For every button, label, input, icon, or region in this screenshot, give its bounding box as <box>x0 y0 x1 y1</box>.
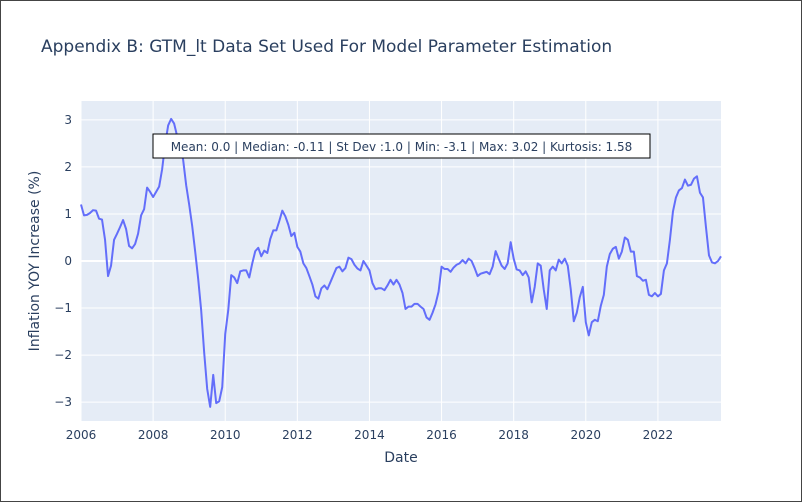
x-tick-label: 2006 <box>66 428 97 442</box>
x-tick-label: 2014 <box>354 428 385 442</box>
x-tick-label: 2010 <box>210 428 241 442</box>
x-axis-ticks: 2006 2008 2010 2012 2014 2016 2018 2020 2022 <box>66 428 673 442</box>
x-tick-label: 2022 <box>643 428 674 442</box>
y-axis-label: Inflation YOY Increase (%) <box>27 171 43 352</box>
series-layer <box>80 117 722 408</box>
x-tick-label: 2008 <box>138 428 169 442</box>
y-tick-label: 2 <box>64 160 72 174</box>
stats-annotation-box <box>152 133 651 159</box>
y-axis-ticks: −3 −2 −1 0 1 2 3 <box>54 113 72 409</box>
y-tick-label: 1 <box>64 207 72 221</box>
y-tick-label: 0 <box>64 254 72 268</box>
y-tick-label: −1 <box>54 301 72 315</box>
x-tick-label: 2012 <box>282 428 313 442</box>
y-tick-label: −2 <box>54 348 72 362</box>
series-line <box>80 117 722 408</box>
x-tick-label: 2020 <box>571 428 602 442</box>
x-axis-label: Date <box>384 450 417 466</box>
x-tick-label: 2018 <box>498 428 529 442</box>
stats-annotation-text: Mean: 0.0 | Median: -0.11 | St Dev :1.0 … <box>171 140 633 154</box>
chart-title: Appendix B: GTM_lt Data Set Used For Mod… <box>41 37 612 57</box>
x-tick-label: 2016 <box>426 428 457 442</box>
y-tick-label: −3 <box>54 395 72 409</box>
y-tick-label: 3 <box>64 113 72 127</box>
stats-annotation: Mean: 0.0 | Median: -0.11 | St Dev :1.0 … <box>152 133 651 159</box>
